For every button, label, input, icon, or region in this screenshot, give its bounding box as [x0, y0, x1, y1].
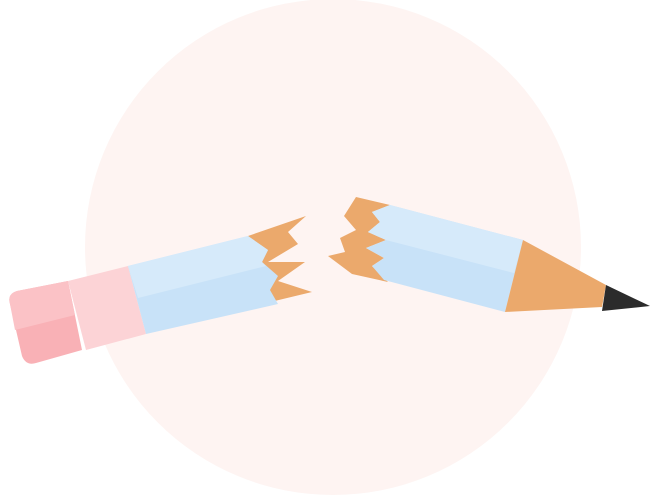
broken-wood-right [328, 197, 390, 282]
eraser-band [68, 266, 146, 350]
pencil-body-right-highlight [368, 205, 523, 273]
eraser-highlight [9, 281, 75, 330]
pencil-right-half [328, 197, 650, 312]
pencil-wood-tip [505, 240, 606, 312]
pencil-left-half [9, 216, 312, 364]
backdrop-circle [85, 0, 581, 495]
pencil-body-left-highlight [128, 236, 268, 298]
graphite-tip-icon [602, 285, 650, 311]
